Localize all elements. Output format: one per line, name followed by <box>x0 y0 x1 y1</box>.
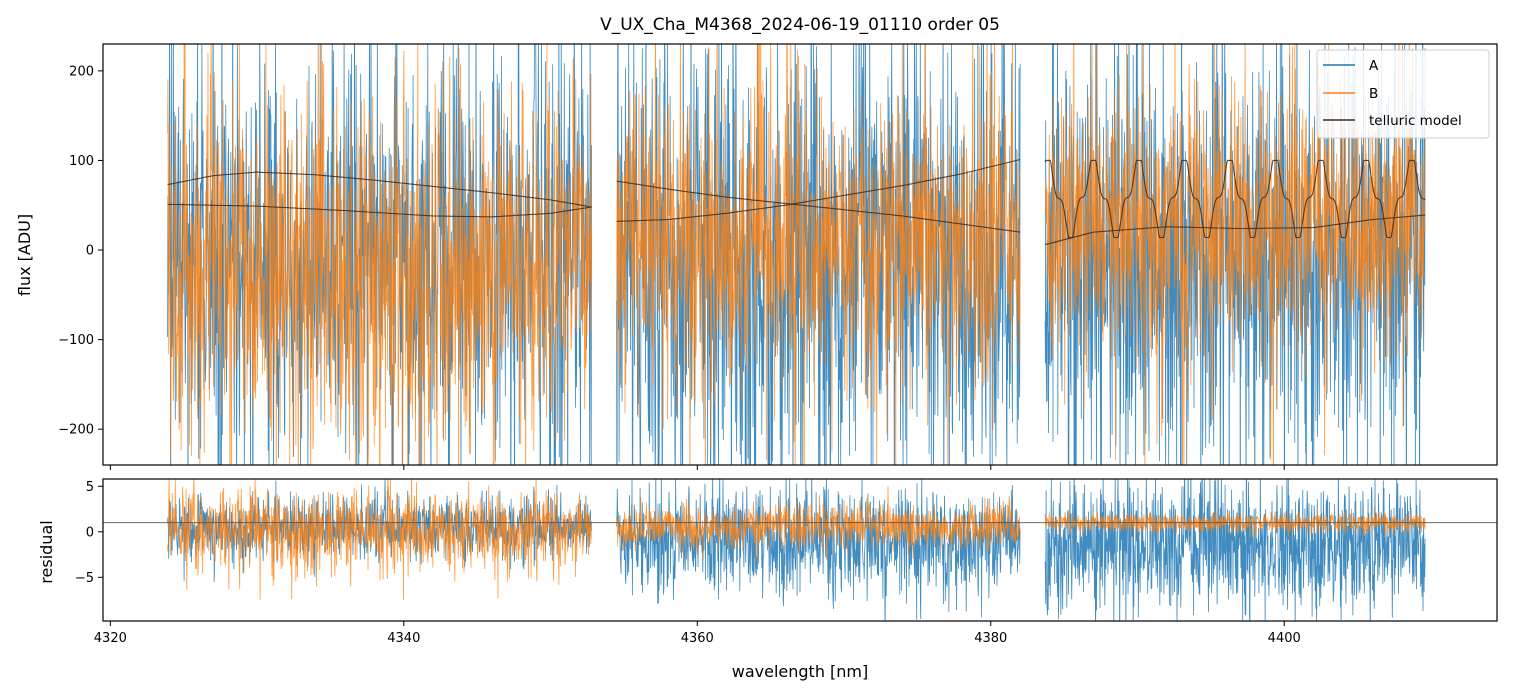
residual-xtick-label: 4400 <box>1268 631 1301 646</box>
series-a-residual-segment-2 <box>616 479 1021 621</box>
legend-label-b: B <box>1369 86 1378 102</box>
series-a-flux-segment-1 <box>167 44 592 465</box>
residual-plot-area <box>103 479 1497 621</box>
telluric-model-falling-segment-2 <box>616 180 1021 233</box>
series-b-flux-segment-3 <box>1044 44 1426 465</box>
flux-ytick-label: −100 <box>58 333 94 348</box>
residual-xtick-label: 4340 <box>387 631 420 646</box>
series-a-residual-segment-3 <box>1044 479 1426 621</box>
telluric-model-oscillating-segment-3 <box>1044 159 1426 239</box>
series-b-residual-segment-3 <box>1044 506 1426 538</box>
flux-ytick-label: −200 <box>58 423 94 438</box>
legend-label-a: A <box>1369 58 1379 74</box>
telluric-model-rising-segment-2 <box>616 159 1021 222</box>
residual-axes-frame <box>102 478 1498 622</box>
chart-title: V_UX_Cha_M4368_2024-06-19_01110 order 05 <box>600 15 1000 35</box>
series-b-residual-segment-1 <box>167 479 592 600</box>
residual-axis-ticks: −5 0 5 4320 4340 4360 4380 4400 <box>75 480 1301 646</box>
residual-xtick-label: 4360 <box>681 631 714 646</box>
residual-ytick-label: 5 <box>86 480 94 495</box>
legend-box <box>1316 49 1490 139</box>
flux-plot-area <box>167 44 1426 465</box>
legend: A B telluric model <box>1316 49 1490 139</box>
residual-y-axis-label: residual <box>37 520 56 583</box>
flux-ytick-label: 100 <box>69 154 94 169</box>
flux-axes-frame <box>102 43 1498 466</box>
flux-ytick-label: 0 <box>86 244 94 259</box>
series-b-flux-segment-2 <box>616 44 1021 465</box>
telluric-model-lower-segment-1 <box>167 203 592 218</box>
telluric-model-lower-segment-3 <box>1044 214 1426 246</box>
flux-axis-ticks: −200 −100 0 100 200 <box>58 64 1285 470</box>
telluric-model-upper-segment-1 <box>167 171 592 208</box>
series-b-flux-segment-1 <box>167 44 592 465</box>
series-b-residual-segment-2 <box>616 486 1021 563</box>
flux-ytick-label: 200 <box>69 64 94 79</box>
residual-xtick-label: 4320 <box>94 631 127 646</box>
legend-label-telluric: telluric model <box>1369 113 1462 129</box>
flux-y-axis-label: flux [ADU] <box>15 214 34 296</box>
residual-ytick-label: −5 <box>75 571 94 586</box>
x-axis-label: wavelength [nm] <box>732 662 869 681</box>
residual-xtick-label: 4380 <box>974 631 1007 646</box>
residual-ytick-label: 0 <box>86 525 94 540</box>
